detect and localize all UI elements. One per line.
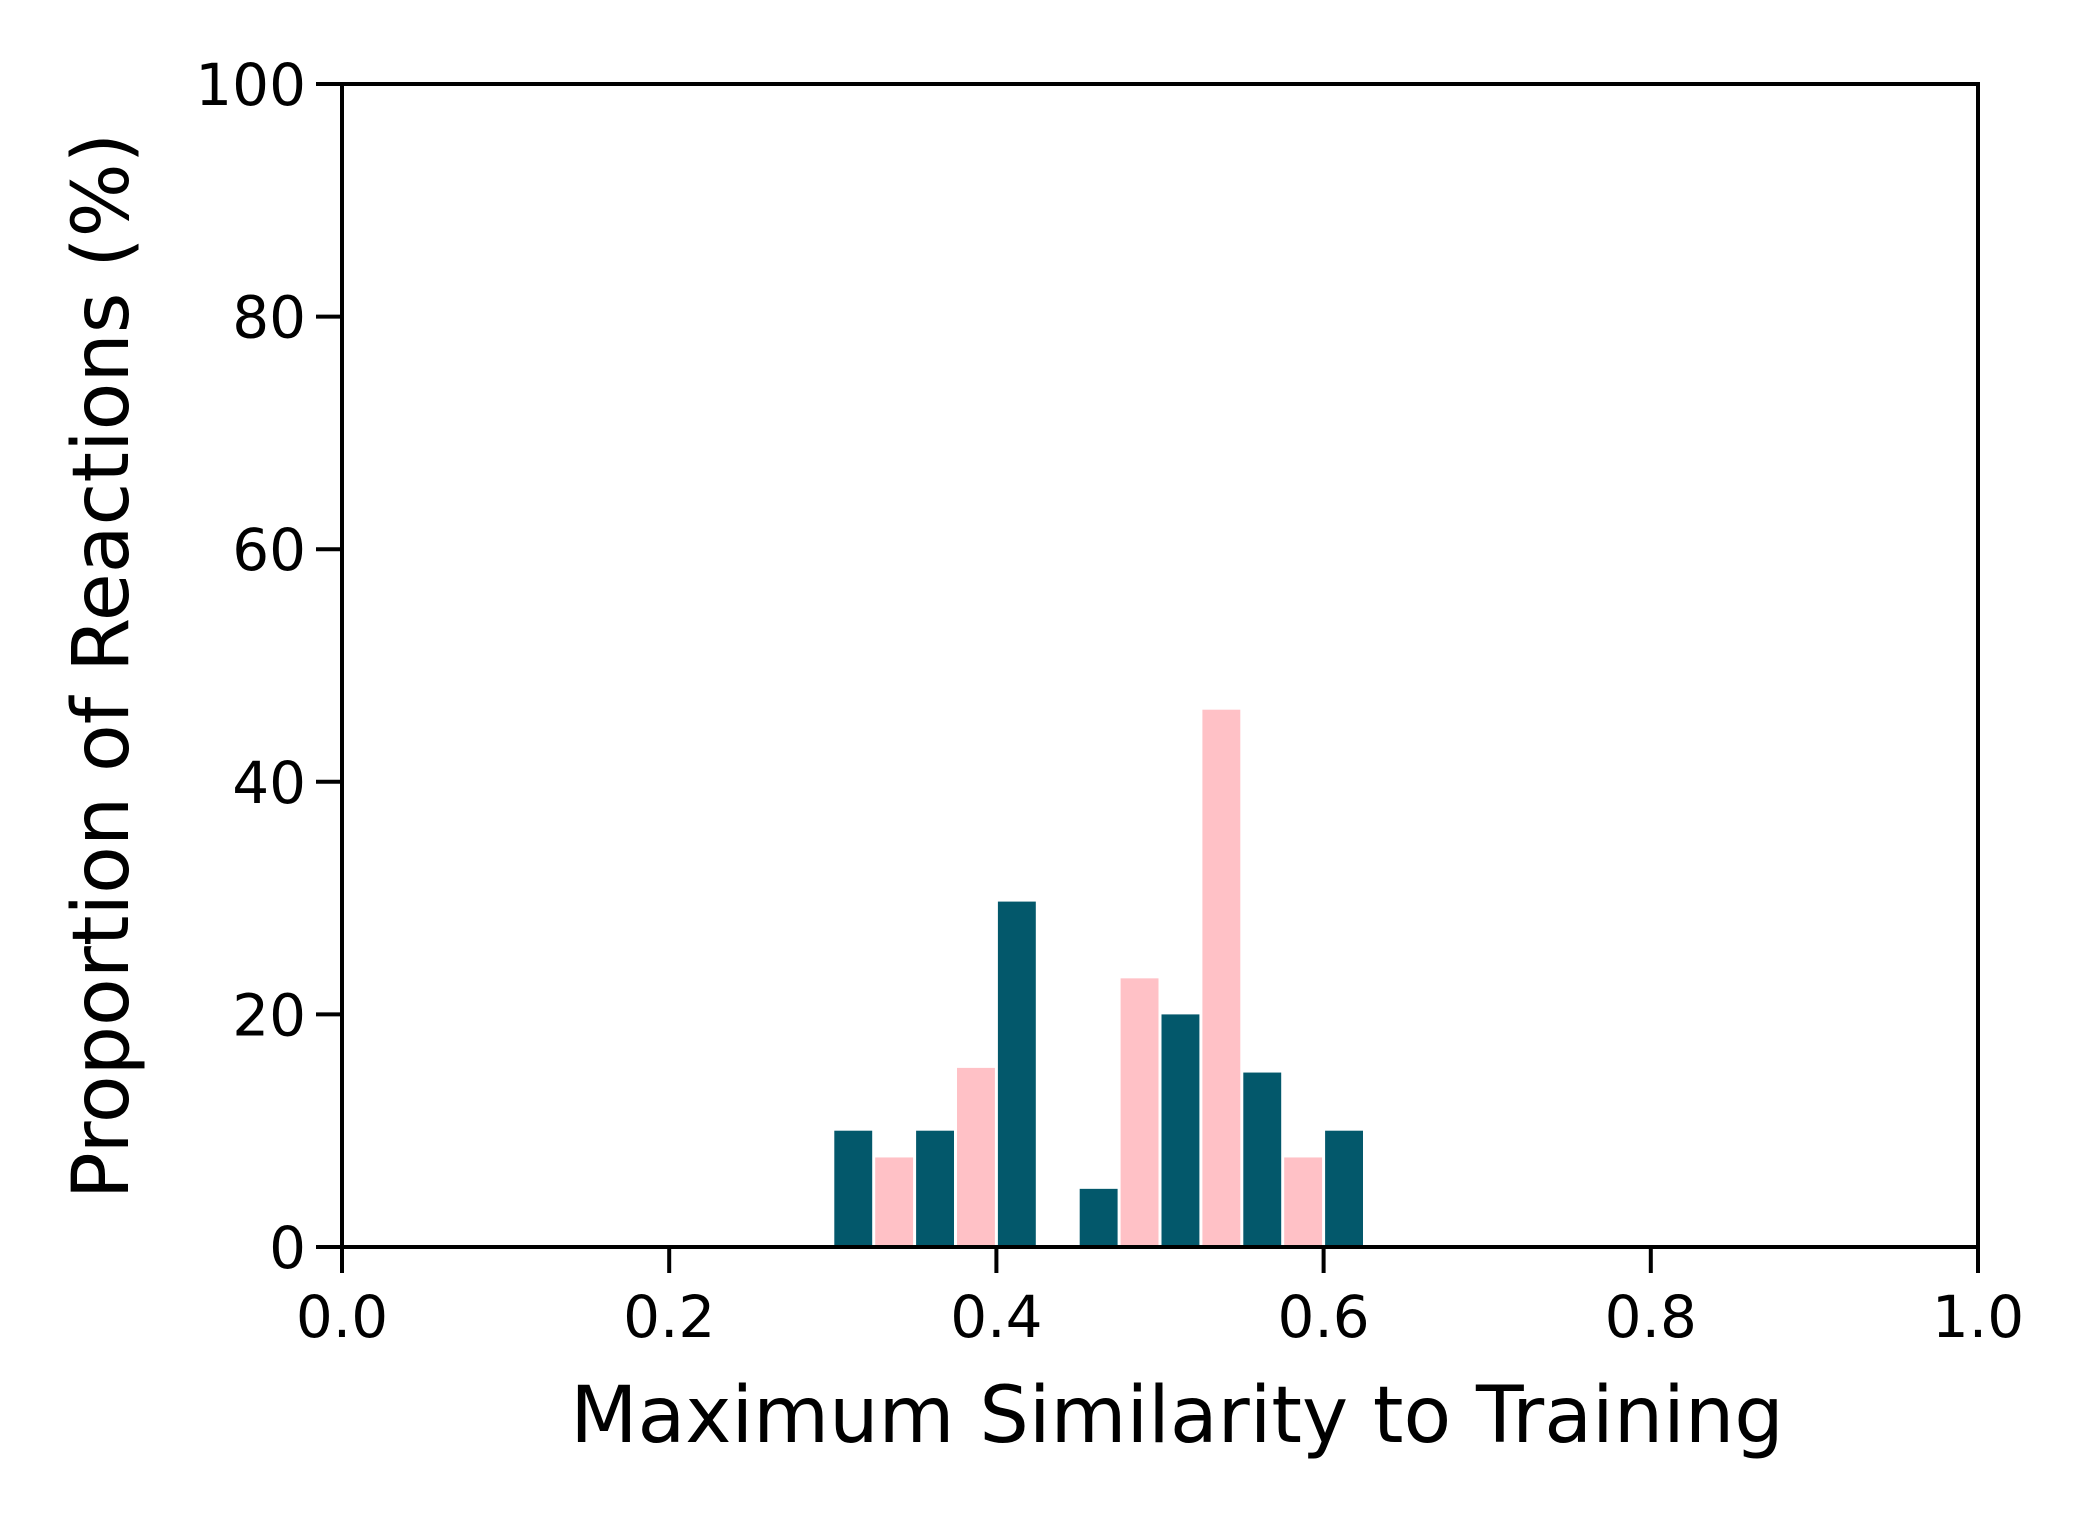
bar-series-2-4 xyxy=(1202,709,1241,1247)
bar-series-1-2 xyxy=(916,1130,954,1247)
x-tick-label-2: 0.4 xyxy=(950,1283,1042,1351)
bar-series-1-7 xyxy=(1325,1130,1363,1247)
y-tick-label-1: 20 xyxy=(232,981,306,1049)
y-tick-label-3: 60 xyxy=(232,516,306,584)
bar-series-2-3 xyxy=(1120,978,1159,1247)
bar-series-2-1 xyxy=(875,1157,914,1247)
y-tick-label-0: 0 xyxy=(269,1214,306,1282)
y-axis-ticks: 0 20 40 60 80 100 xyxy=(195,51,342,1282)
y-tick-label-5: 100 xyxy=(195,51,306,119)
bar-series-1-4 xyxy=(1079,1188,1118,1247)
y-tick-label-4: 80 xyxy=(232,284,306,352)
x-tick-label-5: 1.0 xyxy=(1932,1283,2024,1351)
bar-series-2-2 xyxy=(957,1067,995,1247)
bar-series-2-5 xyxy=(1284,1157,1323,1247)
x-tick-label-0: 0.0 xyxy=(296,1283,388,1351)
y-tick-label-2: 40 xyxy=(232,749,306,817)
x-tick-label-3: 0.6 xyxy=(1277,1283,1369,1351)
bar-series-1-6 xyxy=(1243,1072,1282,1247)
bar-series-1-3 xyxy=(997,901,1036,1247)
x-tick-label-4: 0.8 xyxy=(1605,1283,1697,1351)
x-tick-label-1: 0.2 xyxy=(623,1283,715,1351)
y-axis-label: Proportion of Reactions (%) xyxy=(57,133,147,1199)
bar-series-1-1 xyxy=(834,1130,873,1247)
plot-frame xyxy=(340,82,1980,1249)
x-axis-label: Maximum Similarity to Training xyxy=(570,1371,1784,1461)
bars-layer xyxy=(834,709,1363,1247)
bar-series-1-5 xyxy=(1161,1014,1200,1247)
x-axis-ticks: 0.0 0.2 0.4 0.6 0.8 1.0 xyxy=(296,1247,2024,1351)
